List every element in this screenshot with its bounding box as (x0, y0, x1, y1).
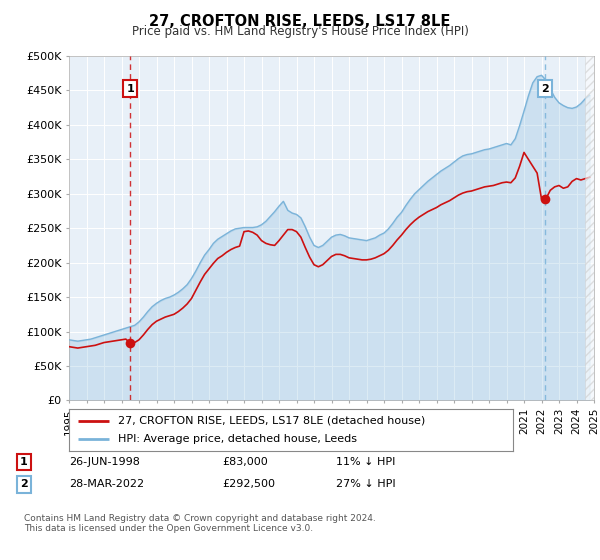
Text: Contains HM Land Registry data © Crown copyright and database right 2024.
This d: Contains HM Land Registry data © Crown c… (24, 514, 376, 534)
Text: 1: 1 (127, 83, 134, 94)
Text: 2: 2 (20, 479, 28, 489)
Text: 1: 1 (20, 457, 28, 467)
Text: 27, CROFTON RISE, LEEDS, LS17 8LE (detached house): 27, CROFTON RISE, LEEDS, LS17 8LE (detac… (118, 416, 425, 426)
Bar (585, 56, 594, 400)
Text: 27% ↓ HPI: 27% ↓ HPI (336, 479, 395, 489)
Text: 27, CROFTON RISE, LEEDS, LS17 8LE: 27, CROFTON RISE, LEEDS, LS17 8LE (149, 14, 451, 29)
Text: £292,500: £292,500 (222, 479, 275, 489)
Text: 28-MAR-2022: 28-MAR-2022 (69, 479, 144, 489)
Text: 2: 2 (541, 83, 549, 94)
Text: HPI: Average price, detached house, Leeds: HPI: Average price, detached house, Leed… (118, 434, 357, 444)
Text: £83,000: £83,000 (222, 457, 268, 467)
Text: 11% ↓ HPI: 11% ↓ HPI (336, 457, 395, 467)
Text: 26-JUN-1998: 26-JUN-1998 (69, 457, 140, 467)
Text: Price paid vs. HM Land Registry's House Price Index (HPI): Price paid vs. HM Land Registry's House … (131, 25, 469, 38)
